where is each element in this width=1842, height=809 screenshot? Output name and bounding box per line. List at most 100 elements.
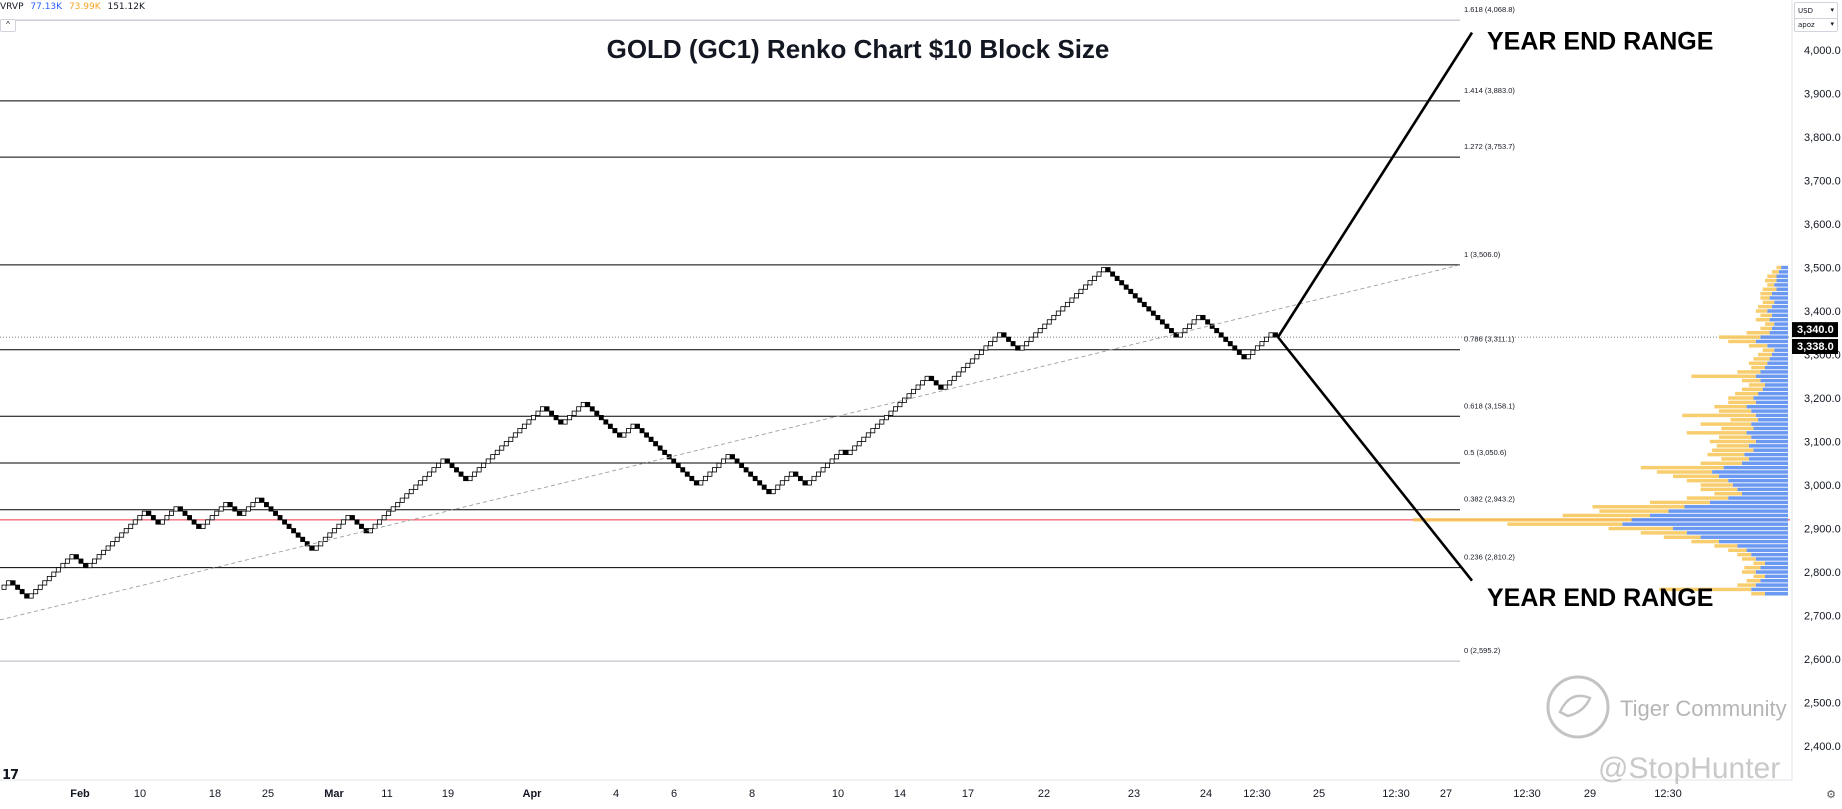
renko-brick-up bbox=[1060, 306, 1066, 312]
volume-profile-buy-bar bbox=[1776, 274, 1788, 278]
renko-brick-down bbox=[1141, 301, 1147, 308]
renko-brick-up bbox=[1187, 323, 1192, 329]
fib-level-label: 1.272 (3,753.7) bbox=[1464, 142, 1515, 151]
volume-profile-buy-bar bbox=[1684, 505, 1788, 509]
renko-brick-up bbox=[214, 510, 220, 516]
renko-brick-up bbox=[825, 462, 830, 469]
tiger-logo-icon bbox=[1546, 675, 1610, 739]
renko-brick-up bbox=[965, 362, 971, 368]
volume-profile-buy-bar bbox=[1732, 483, 1788, 487]
volume-profile-sell-bar bbox=[1765, 322, 1775, 326]
chevron-down-icon: ▾ bbox=[1830, 6, 1834, 14]
renko-brick-down bbox=[445, 458, 450, 464]
renko-brick-up bbox=[788, 471, 794, 477]
volume-profile-sell-bar bbox=[1762, 287, 1777, 292]
renko-brick-up bbox=[879, 419, 885, 425]
volume-profile-sell-bar bbox=[1742, 570, 1756, 574]
renko-brick-up bbox=[476, 467, 482, 473]
volume-profile-buy-bar bbox=[1767, 361, 1788, 365]
chevron-down-icon: ▾ bbox=[1830, 20, 1834, 28]
x-tick-label: 17 bbox=[962, 788, 974, 800]
renko-brick-up bbox=[404, 493, 410, 499]
volume-profile-buy-bar bbox=[1744, 452, 1788, 457]
renko-brick-up bbox=[779, 480, 785, 486]
renko-brick-down bbox=[553, 415, 559, 421]
renko-brick-down bbox=[761, 484, 767, 490]
renko-brick-up bbox=[173, 506, 179, 512]
volume-profile-sell-bar bbox=[1640, 465, 1724, 470]
volume-profile-buy-bar bbox=[1765, 561, 1788, 566]
renko-brick-up bbox=[1092, 275, 1097, 281]
renko-brick-down bbox=[544, 406, 550, 412]
renko-brick-up bbox=[105, 545, 111, 551]
renko-brick-up bbox=[431, 467, 437, 473]
volume-profile-buy-bar bbox=[1622, 522, 1788, 526]
renko-brick-up bbox=[1078, 288, 1084, 295]
volume-profile-buy-bar bbox=[1765, 365, 1788, 370]
renko-brick-down bbox=[359, 523, 364, 529]
volume-profile-sell-bar bbox=[1753, 357, 1770, 361]
renko-brick-down bbox=[739, 462, 745, 469]
volume-profile-buy-bar bbox=[1771, 313, 1788, 318]
volume-profile-buy-bar bbox=[1728, 496, 1788, 500]
volume-profile-sell-bar bbox=[1592, 505, 1685, 509]
volume-profile-buy-bar bbox=[1755, 583, 1788, 587]
renko-brick-up bbox=[336, 523, 342, 529]
volume-profile-sell-bar bbox=[1765, 278, 1777, 283]
renko-brick-down bbox=[585, 401, 591, 408]
renko-brick-down bbox=[603, 419, 609, 425]
gear-icon[interactable]: ⚙ bbox=[1826, 789, 1836, 801]
volume-profile-sell-bar bbox=[1762, 348, 1775, 352]
volume-profile-sell-bar bbox=[1776, 265, 1782, 270]
volume-profile-buy-bar bbox=[1748, 457, 1788, 461]
collapse-legend-button[interactable]: ^ bbox=[0, 19, 16, 32]
volume-profile-sell-bar bbox=[1608, 526, 1673, 531]
renko-brick-up bbox=[775, 484, 781, 490]
renko-brick-up bbox=[128, 523, 134, 529]
renko-brick-up bbox=[101, 549, 107, 556]
volume-profile-buy-bar bbox=[1771, 304, 1788, 309]
renko-brick-up bbox=[1245, 354, 1251, 360]
tradingview-logo[interactable]: 17 bbox=[2, 768, 19, 783]
renko-brick-up bbox=[861, 436, 867, 442]
x-tick-label: 10 bbox=[832, 788, 844, 800]
renko-brick-up bbox=[28, 593, 34, 599]
vrvp-legend[interactable]: VRVP 77.13K 73.99K 151.12K bbox=[0, 2, 145, 12]
y-tick-label: 2,400.0 bbox=[1804, 741, 1841, 753]
renko-brick-down bbox=[1232, 345, 1238, 351]
volume-profile-buy-bar bbox=[1755, 557, 1788, 561]
renko-brick-up bbox=[254, 497, 260, 503]
renko-brick-up bbox=[245, 506, 251, 512]
volume-profile-buy-bar bbox=[1767, 344, 1788, 348]
unit-select[interactable]: apoz ▾ bbox=[1794, 18, 1838, 32]
renko-brick-down bbox=[277, 515, 283, 521]
volume-profile-sell-bar bbox=[1746, 578, 1761, 583]
renko-brick-up bbox=[1, 584, 7, 590]
volume-profile-sell-bar bbox=[1691, 374, 1756, 379]
volume-profile-buy-bar bbox=[1781, 265, 1788, 270]
volume-profile-sell-bar bbox=[1640, 531, 1687, 535]
renko-brick-up bbox=[395, 502, 401, 508]
volume-profile-buy-bar bbox=[1751, 409, 1788, 413]
renko-brick-down bbox=[1001, 332, 1007, 338]
volume-profile-sell-bar bbox=[1753, 561, 1765, 566]
volume-profile-buy-bar bbox=[1755, 439, 1788, 444]
renko-brick-down bbox=[653, 441, 659, 447]
volume-profile-buy-bar bbox=[1668, 509, 1788, 513]
volume-profile-buy-bar bbox=[1723, 465, 1788, 470]
renko-brick-down bbox=[182, 510, 188, 516]
volume-profile-sell-bar bbox=[1728, 548, 1747, 553]
volume-profile-buy-bar bbox=[1712, 470, 1788, 474]
x-tick-label: 22 bbox=[1038, 788, 1050, 800]
renko-brick-up bbox=[386, 510, 392, 516]
renko-brick-up bbox=[834, 454, 840, 460]
renko-brick-down bbox=[1236, 349, 1242, 355]
renko-brick-up bbox=[250, 502, 256, 508]
volume-profile-sell-bar bbox=[1755, 317, 1770, 322]
watermark-brand: Tiger Community bbox=[1620, 696, 1787, 721]
renko-brick-down bbox=[766, 488, 772, 495]
renko-brick-up bbox=[1268, 332, 1274, 338]
volume-profile-buy-bar bbox=[1746, 404, 1788, 409]
renko-brick-up bbox=[92, 558, 97, 564]
